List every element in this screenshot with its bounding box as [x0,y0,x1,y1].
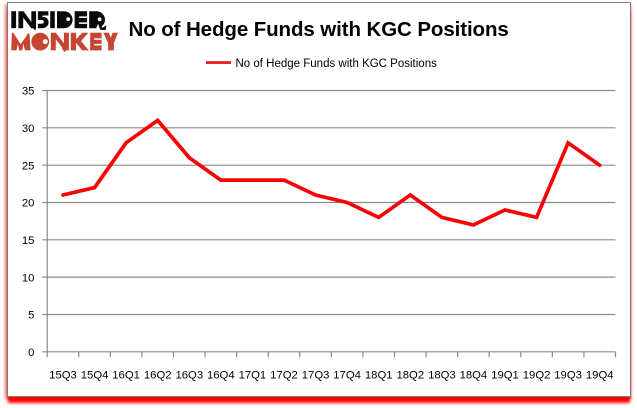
svg-text:17Q1: 17Q1 [239,369,267,381]
svg-text:17Q2: 17Q2 [270,369,298,381]
svg-text:20: 20 [22,198,35,210]
svg-text:19Q2: 19Q2 [523,369,551,381]
svg-text:15Q3: 15Q3 [49,369,77,381]
svg-text:16Q4: 16Q4 [207,369,235,381]
svg-text:5: 5 [28,310,34,322]
svg-text:18Q2: 18Q2 [396,369,424,381]
svg-text:25: 25 [22,160,35,172]
svg-text:15: 15 [22,235,35,247]
svg-text:18Q3: 18Q3 [428,369,456,381]
svg-text:30: 30 [22,123,35,135]
svg-text:No of Hedge Funds with KGC Pos: No of Hedge Funds with KGC Positions [129,18,509,41]
svg-text:19Q1: 19Q1 [491,369,519,381]
svg-text:35: 35 [22,86,35,98]
svg-text:No of Hedge Funds with KGC Pos: No of Hedge Funds with KGC Positions [236,58,438,70]
svg-text:18Q4: 18Q4 [460,369,488,381]
svg-text:16Q1: 16Q1 [112,369,140,381]
svg-text:16Q3: 16Q3 [175,369,203,381]
svg-text:16Q2: 16Q2 [144,369,172,381]
svg-text:17Q4: 17Q4 [333,369,361,381]
svg-text:19Q4: 19Q4 [586,369,614,381]
svg-text:17Q3: 17Q3 [302,369,330,381]
svg-text:15Q4: 15Q4 [81,369,109,381]
svg-text:19Q3: 19Q3 [554,369,582,381]
svg-text:0: 0 [28,347,34,359]
svg-text:18Q1: 18Q1 [365,369,393,381]
svg-text:10: 10 [22,272,35,284]
